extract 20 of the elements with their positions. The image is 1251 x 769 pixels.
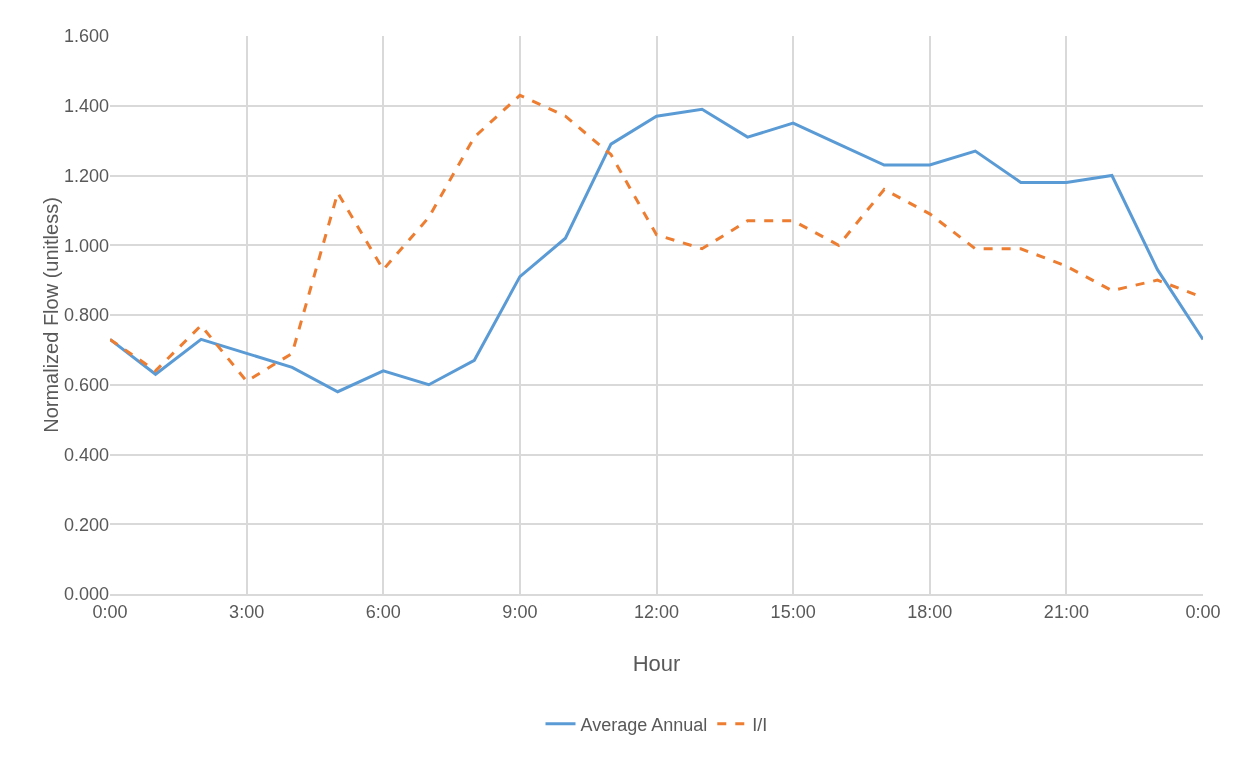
y-tick-label: 1.200 [63,165,109,186]
y-tick-label: 0.400 [63,444,109,465]
y-tick-label: 0.800 [63,305,109,326]
x-tick-label: 3:00 [229,601,265,622]
x-tick-label: 15:00 [770,601,816,622]
x-tick-label: 0:00 [1185,601,1221,622]
x-tick-label: 12:00 [633,601,680,622]
y-tick-label: 1.600 [63,26,109,47]
y-tick-label: 0.200 [63,514,109,535]
y-tick-label: 0.600 [63,375,109,396]
y-tick-label: 1.400 [63,96,109,117]
x-tick-label: 21:00 [1043,601,1089,622]
y-axis-title: Normalized Flow (unitless) [39,197,62,433]
y-tick-label: 1.000 [63,235,109,256]
legend-label: Average Annual [580,714,708,735]
x-tick-label: 9:00 [502,601,538,622]
x-axis-title: Hour [632,651,681,676]
x-tick-label: 6:00 [365,601,401,622]
x-tick-label: 18:00 [907,601,953,622]
legend-label: I/I [752,714,768,735]
